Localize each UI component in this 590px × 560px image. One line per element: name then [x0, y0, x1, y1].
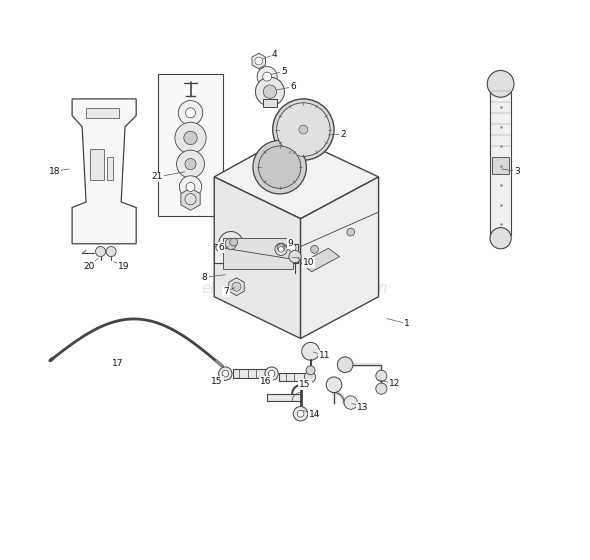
- Circle shape: [268, 370, 275, 377]
- Circle shape: [255, 77, 284, 106]
- Circle shape: [185, 194, 196, 205]
- Polygon shape: [214, 135, 379, 219]
- Circle shape: [257, 67, 277, 87]
- Bar: [280, 373, 310, 381]
- Circle shape: [278, 246, 284, 252]
- Text: 9: 9: [288, 239, 293, 248]
- Text: 6: 6: [290, 82, 296, 91]
- Polygon shape: [252, 53, 266, 69]
- Circle shape: [304, 371, 316, 382]
- Bar: [267, 394, 300, 401]
- Circle shape: [275, 243, 287, 255]
- Circle shape: [222, 370, 229, 377]
- Text: 8: 8: [202, 273, 208, 282]
- Circle shape: [273, 99, 334, 160]
- Circle shape: [310, 245, 319, 253]
- Circle shape: [186, 183, 195, 192]
- Bar: [263, 99, 277, 108]
- Circle shape: [253, 141, 306, 194]
- Text: 16: 16: [260, 377, 272, 386]
- Circle shape: [179, 176, 202, 198]
- Text: 13: 13: [357, 403, 369, 412]
- Circle shape: [376, 370, 387, 381]
- Text: 17: 17: [112, 359, 123, 368]
- Circle shape: [337, 357, 353, 372]
- Circle shape: [289, 250, 301, 263]
- Text: 15: 15: [211, 377, 223, 386]
- Circle shape: [178, 101, 203, 125]
- Circle shape: [265, 367, 278, 380]
- Circle shape: [232, 282, 241, 291]
- Circle shape: [230, 238, 238, 246]
- Bar: [86, 109, 120, 118]
- Circle shape: [106, 246, 116, 256]
- Circle shape: [176, 150, 205, 178]
- Text: 19: 19: [117, 262, 129, 270]
- Circle shape: [263, 72, 271, 81]
- Circle shape: [219, 231, 243, 256]
- Circle shape: [277, 244, 285, 251]
- Polygon shape: [181, 188, 200, 211]
- Circle shape: [185, 108, 195, 118]
- Polygon shape: [229, 278, 244, 296]
- Bar: [232, 369, 266, 377]
- Circle shape: [258, 146, 301, 188]
- Circle shape: [487, 71, 514, 97]
- Text: 5: 5: [281, 67, 287, 76]
- Circle shape: [297, 410, 304, 417]
- Text: 6: 6: [218, 243, 224, 252]
- Circle shape: [306, 366, 315, 375]
- Circle shape: [263, 85, 277, 99]
- Circle shape: [326, 377, 342, 393]
- Polygon shape: [214, 177, 300, 338]
- Circle shape: [216, 244, 224, 251]
- Bar: [492, 157, 509, 174]
- Bar: [490, 91, 511, 235]
- Polygon shape: [222, 238, 293, 269]
- Circle shape: [277, 103, 330, 156]
- Circle shape: [301, 342, 320, 360]
- Polygon shape: [216, 264, 270, 286]
- Polygon shape: [72, 99, 136, 244]
- Bar: [90, 149, 104, 180]
- Circle shape: [184, 131, 197, 144]
- Polygon shape: [300, 177, 379, 338]
- Text: 4: 4: [271, 50, 277, 59]
- Circle shape: [344, 396, 358, 409]
- Circle shape: [347, 228, 355, 236]
- Text: 7: 7: [223, 287, 229, 296]
- Text: 11: 11: [319, 351, 330, 360]
- Circle shape: [185, 158, 196, 170]
- Text: 1: 1: [404, 319, 409, 328]
- Text: 12: 12: [388, 379, 400, 388]
- Bar: [159, 74, 222, 216]
- Text: 21: 21: [152, 172, 163, 181]
- Polygon shape: [214, 244, 298, 263]
- Circle shape: [293, 407, 308, 421]
- Circle shape: [490, 227, 511, 249]
- Text: eReplacementParts.com: eReplacementParts.com: [202, 281, 388, 296]
- Text: 2: 2: [340, 129, 346, 138]
- Circle shape: [219, 367, 232, 380]
- Circle shape: [289, 244, 296, 251]
- Text: 14: 14: [309, 410, 320, 419]
- Circle shape: [225, 238, 237, 249]
- Circle shape: [299, 125, 308, 134]
- Text: 10: 10: [303, 258, 314, 267]
- Circle shape: [96, 246, 106, 256]
- Text: 15: 15: [299, 380, 311, 389]
- Bar: [107, 157, 113, 180]
- Circle shape: [175, 122, 206, 153]
- Circle shape: [255, 57, 263, 65]
- Text: 3: 3: [514, 167, 520, 176]
- Polygon shape: [300, 248, 340, 272]
- Text: 18: 18: [48, 167, 60, 176]
- Circle shape: [376, 383, 387, 394]
- Text: 20: 20: [83, 262, 94, 270]
